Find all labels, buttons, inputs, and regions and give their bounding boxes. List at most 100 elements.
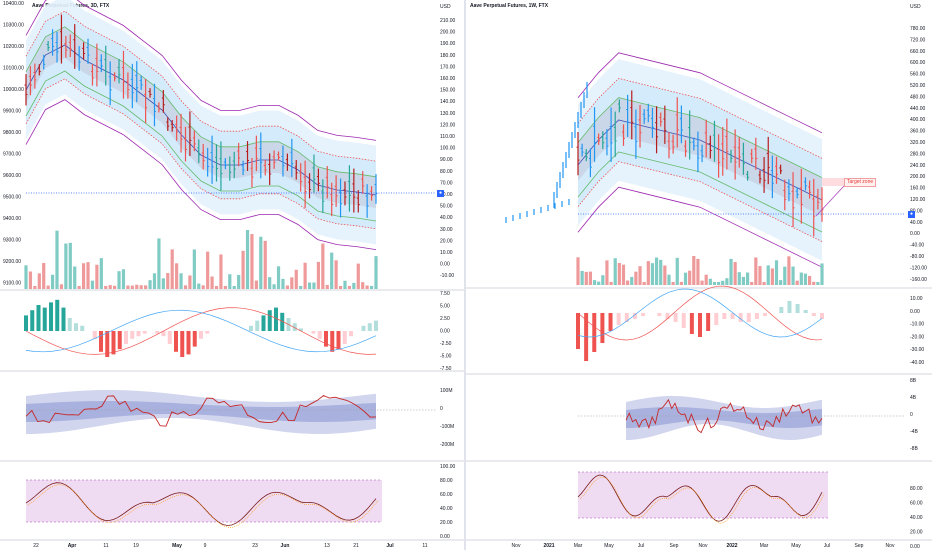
left-flow-tick: 100M bbox=[440, 388, 453, 394]
volume-bar bbox=[692, 256, 696, 285]
left-stoch-tick: 0.00 bbox=[440, 534, 450, 540]
left-currency-label: USD bbox=[440, 4, 451, 10]
oscillator-bar bbox=[787, 301, 792, 313]
oscillator-bar bbox=[55, 299, 60, 331]
volume-bar bbox=[245, 230, 250, 289]
right-price-tick: 400.00 bbox=[910, 117, 926, 123]
right-x-tick: 2021 bbox=[543, 543, 554, 549]
right-price-tick: 40.00 bbox=[910, 220, 923, 226]
volume-bar bbox=[584, 271, 588, 285]
volume-bar bbox=[148, 280, 152, 289]
left-x-tick: 23 bbox=[252, 543, 258, 549]
volume-bar bbox=[250, 234, 254, 289]
volume-bar bbox=[86, 262, 90, 289]
left-right-tick: 100.00 bbox=[440, 146, 456, 152]
right-flow-tick: -8B bbox=[910, 446, 918, 452]
upper-green-line bbox=[577, 97, 823, 178]
left-x-tick: May bbox=[172, 543, 182, 549]
volume-bar bbox=[671, 281, 675, 285]
right-price-tick: 520.00 bbox=[910, 83, 926, 89]
basis-line bbox=[577, 119, 823, 201]
left-chart-canvas[interactable]: 10400.00 10300.00 10200.00 10100.00 10000.00… bbox=[0, 0, 464, 550]
left-right-tick: 130.00 bbox=[440, 111, 456, 117]
volume-bar bbox=[268, 277, 272, 289]
volume-bar bbox=[108, 285, 112, 289]
volume-bar bbox=[157, 238, 161, 289]
right-chart-canvas[interactable]: USD 780.00 720.00 660.00 600.00 560.00 520.00 4… bbox=[466, 0, 932, 550]
right-price-tick: 280.00 bbox=[910, 151, 926, 157]
oscillator-bar bbox=[124, 331, 128, 344]
right-price-tick: 200.00 bbox=[910, 174, 926, 180]
right-price-tick: 160.00 bbox=[910, 186, 926, 192]
volume-bar bbox=[303, 262, 307, 289]
volume-bar bbox=[312, 282, 316, 289]
volume-bar bbox=[642, 281, 646, 285]
oscillator-bar bbox=[249, 325, 253, 331]
left-price-tick: 10200.00 bbox=[3, 44, 24, 50]
stoch-band bbox=[578, 472, 828, 518]
oscillator-bar bbox=[330, 331, 335, 352]
volume-bar bbox=[126, 285, 130, 289]
right-osc-tick: -40.00 bbox=[910, 360, 924, 366]
left-right-tick: 170.00 bbox=[440, 64, 456, 70]
volume-bar bbox=[263, 240, 267, 289]
volume-bar bbox=[104, 285, 108, 289]
left-right-tick: 120.00 bbox=[440, 122, 456, 128]
lower-dotted-line bbox=[25, 78, 377, 230]
target-arrow-line bbox=[815, 185, 845, 217]
volume-bar bbox=[816, 281, 820, 285]
oscillator-bar bbox=[167, 331, 172, 344]
left-right-tick: 80.00 bbox=[440, 169, 453, 175]
volume-bar bbox=[152, 273, 157, 289]
flow-band-inner bbox=[626, 407, 822, 428]
right-price-tick: -40.00 bbox=[910, 243, 924, 249]
volume-bar bbox=[361, 282, 365, 289]
oscillator-bar bbox=[754, 313, 759, 319]
volume-bar bbox=[369, 285, 374, 289]
oscillator-bar bbox=[624, 313, 629, 322]
left-right-tick: 210.00 bbox=[440, 18, 456, 24]
volume-bar bbox=[737, 272, 741, 285]
volume-bar bbox=[663, 265, 667, 285]
left-right-tick: 90.00 bbox=[440, 157, 453, 163]
volume-bar bbox=[33, 286, 37, 289]
volume-bar bbox=[708, 278, 712, 285]
oscillator-bar bbox=[136, 331, 141, 337]
right-price-tick: -80.00 bbox=[910, 254, 924, 260]
right-price-tick: 240.00 bbox=[910, 163, 926, 169]
lower-envelope-line bbox=[577, 186, 823, 268]
left-price-tick: 9700.00 bbox=[3, 152, 21, 158]
right-x-tick: May bbox=[604, 543, 614, 549]
volume-bar bbox=[704, 274, 708, 285]
left-osc-tick: -5.00 bbox=[440, 354, 452, 360]
right-price-tick: 0.00 bbox=[910, 231, 920, 237]
right-x-tick: Nov bbox=[886, 543, 895, 549]
left-x-tick: 19 bbox=[133, 543, 139, 549]
oscillator-bar bbox=[665, 313, 670, 319]
left-price-tick: 9300.00 bbox=[3, 238, 21, 244]
oscillator-bar bbox=[374, 320, 378, 331]
oscillator-bar bbox=[80, 325, 85, 331]
left-x-tick: Apr bbox=[68, 543, 77, 549]
left-right-tick: 70.00 bbox=[440, 180, 453, 186]
oscillator-bar bbox=[142, 331, 147, 334]
volume-bar bbox=[588, 271, 593, 285]
volume-bar bbox=[294, 269, 298, 289]
volume-bar bbox=[175, 263, 179, 289]
oscillator-bar bbox=[186, 331, 191, 355]
volume-bar bbox=[717, 281, 721, 285]
left-right-tick: 110.00 bbox=[440, 134, 455, 140]
oscillator-bar bbox=[681, 313, 686, 328]
right-price-tick: 360.00 bbox=[910, 129, 926, 135]
right-flow-tick: -4B bbox=[910, 429, 918, 435]
oscillator-bar bbox=[199, 331, 203, 339]
right-chart-panel: Aave Perpetual Futures, 1W, FTX USD 780.0… bbox=[466, 0, 932, 550]
left-right-tick: 20.00 bbox=[440, 238, 453, 244]
right-price-tick: 440.00 bbox=[910, 106, 926, 112]
volume-bar bbox=[64, 243, 68, 289]
right-x-tick: Jul bbox=[638, 543, 644, 549]
oscillator-bar bbox=[730, 313, 735, 319]
left-price-tick: 9100.00 bbox=[3, 281, 21, 287]
volume-bar bbox=[352, 282, 356, 289]
oscillator-bar bbox=[336, 331, 341, 350]
